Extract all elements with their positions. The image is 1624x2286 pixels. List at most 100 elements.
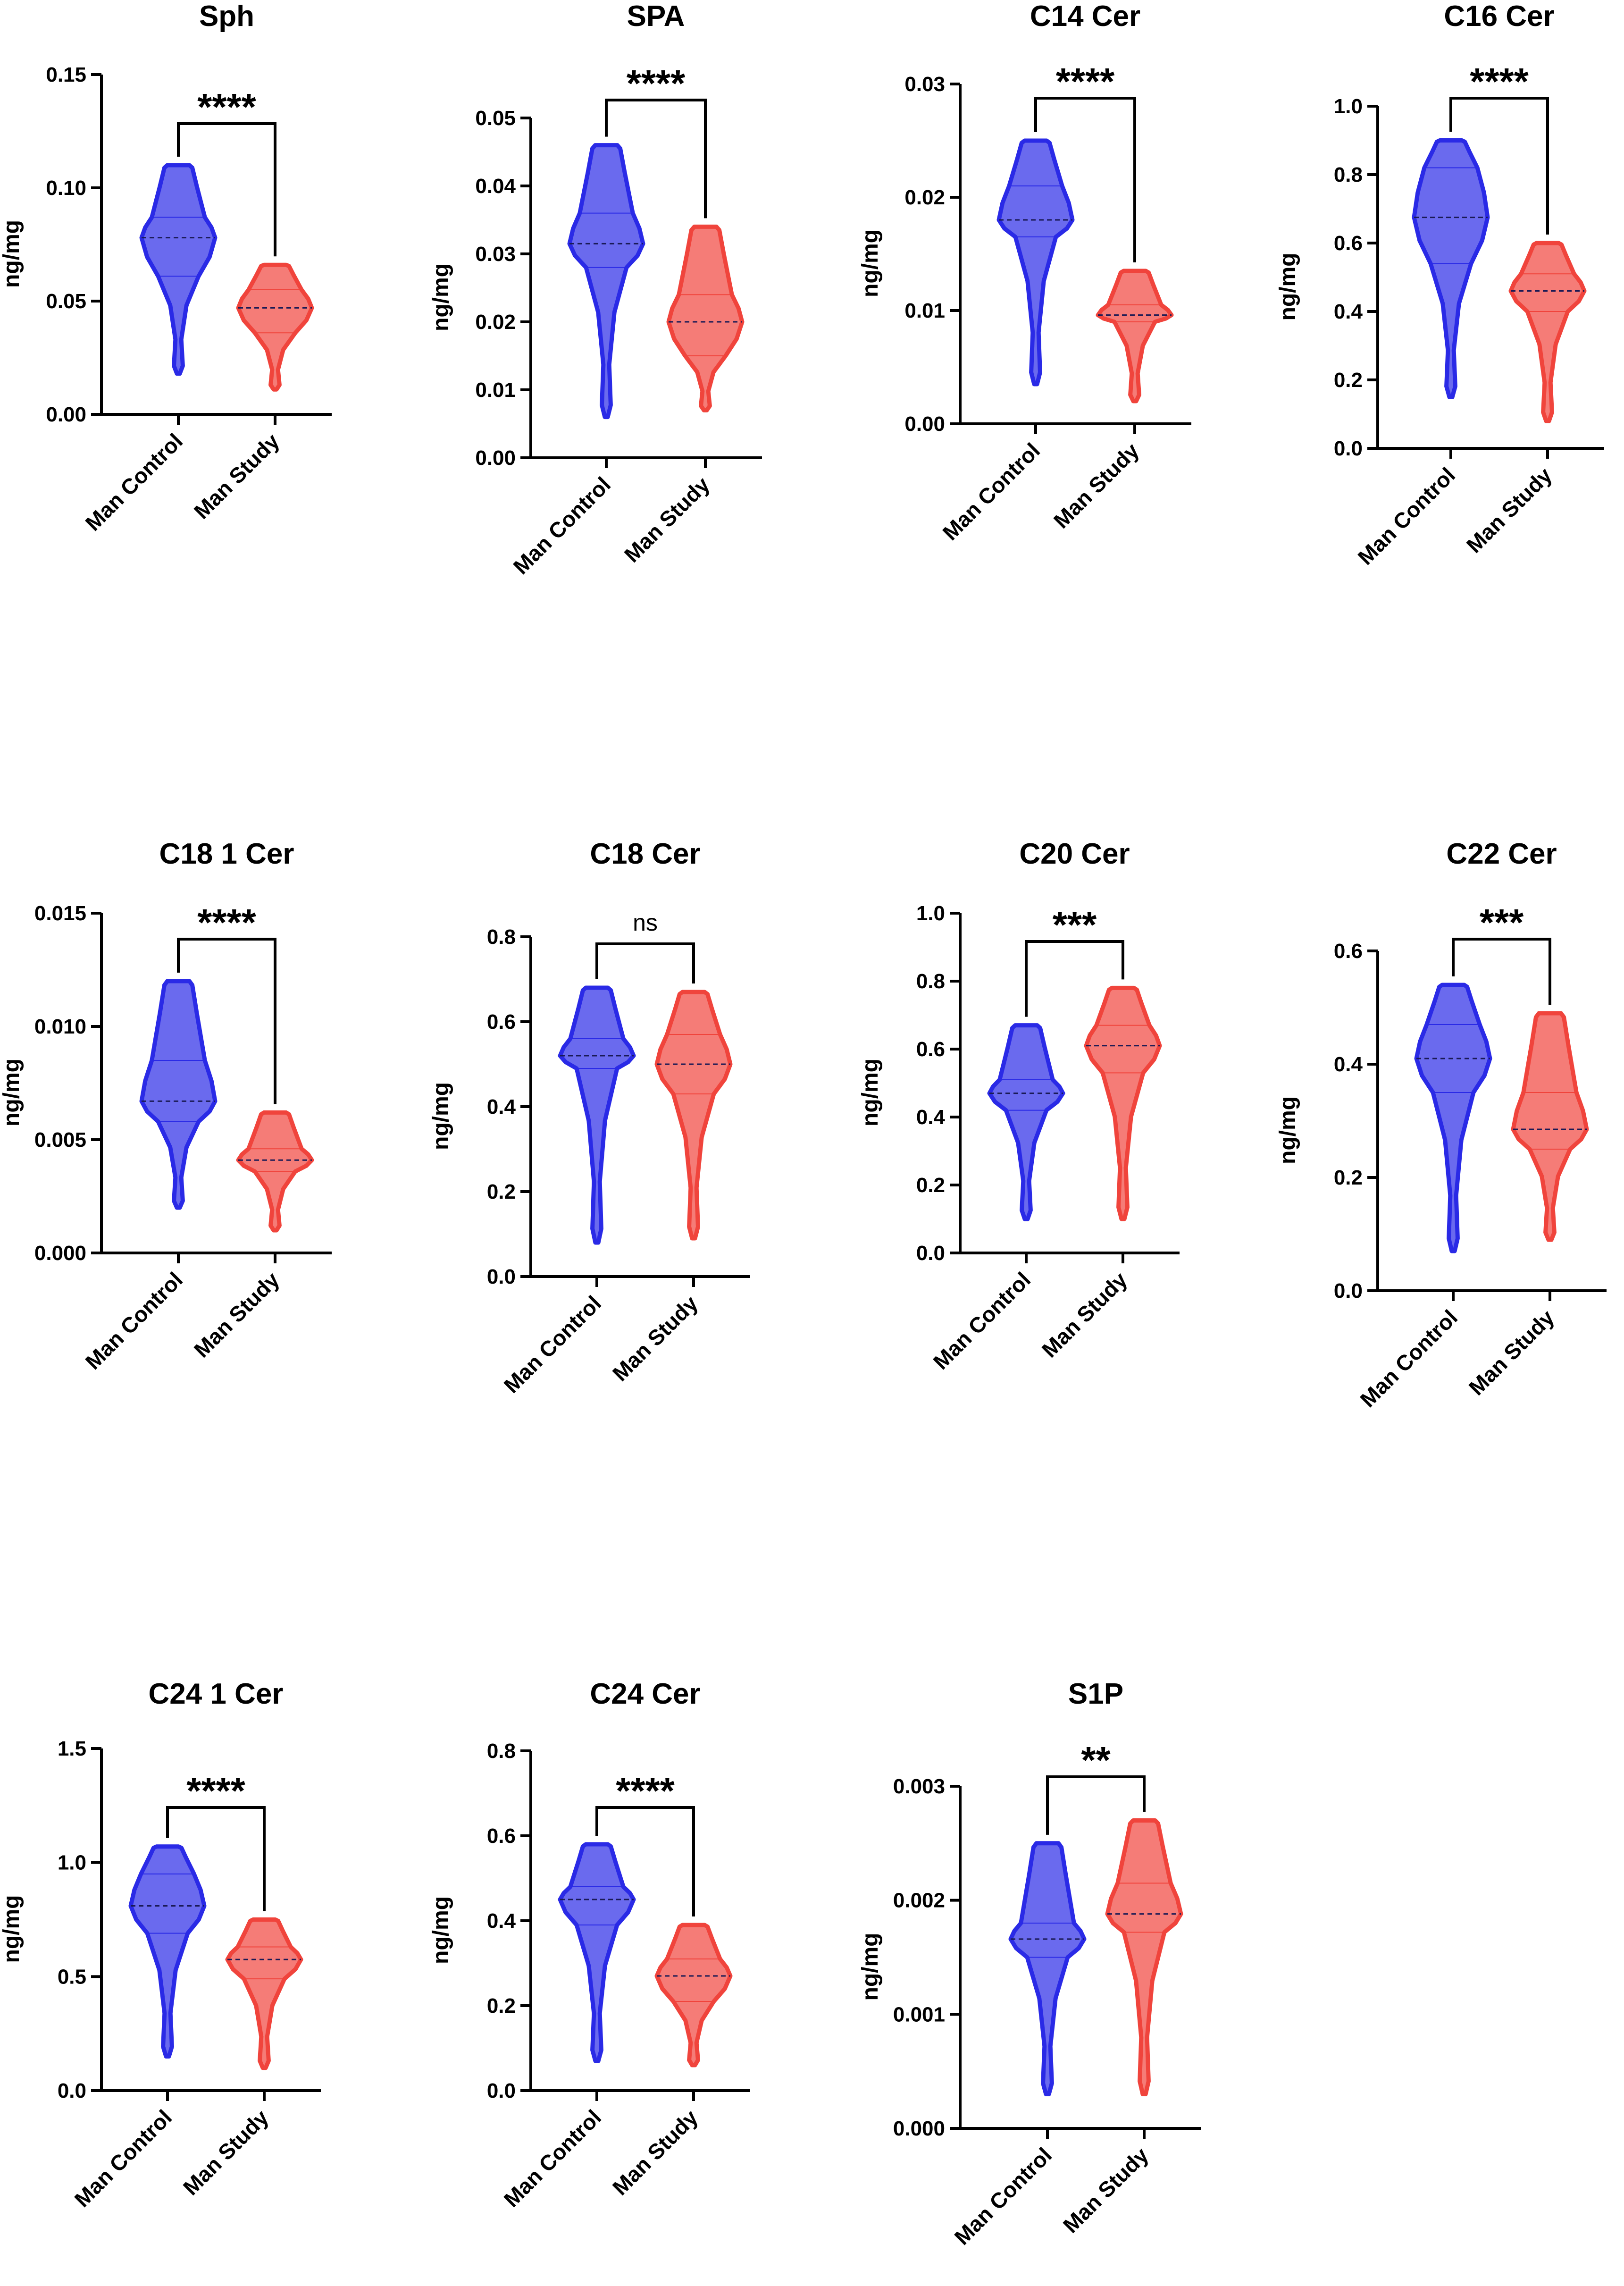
y-axis-label: ng/mg bbox=[1275, 1096, 1300, 1164]
significance-label: **** bbox=[186, 1770, 245, 1812]
y-tick-label: 0.000 bbox=[34, 1242, 86, 1265]
y-axis-label: ng/mg bbox=[428, 1896, 453, 1964]
y-tick-label: 0.4 bbox=[487, 1095, 516, 1118]
violin-control bbox=[1414, 983, 1492, 1253]
y-tick-label: 0.01 bbox=[475, 378, 516, 402]
y-tick-label: 0.2 bbox=[1334, 1166, 1363, 1189]
panel-title: SPA bbox=[627, 0, 685, 33]
violin-control bbox=[139, 163, 218, 376]
panel-title: C18 1 Cer bbox=[159, 838, 294, 870]
y-tick-label: 0.00 bbox=[904, 412, 945, 436]
significance-bracket bbox=[177, 938, 276, 1104]
y-tick-label: 0.005 bbox=[34, 1128, 86, 1151]
y-tick-label: 0.8 bbox=[1334, 163, 1363, 186]
category-label: Man Control bbox=[1353, 462, 1460, 569]
y-tick-label: 0.01 bbox=[904, 299, 945, 322]
y-tick-label: 1.0 bbox=[1334, 95, 1363, 118]
y-tick-label: 0.00 bbox=[46, 403, 86, 426]
significance-label: *** bbox=[1480, 901, 1524, 943]
y-tick-label: 0.2 bbox=[487, 1180, 516, 1203]
y-tick-label: 1.0 bbox=[58, 1851, 86, 1874]
significance-bracket bbox=[595, 1806, 695, 1916]
violin-control bbox=[996, 138, 1075, 387]
panel-title: C24 1 Cer bbox=[148, 1678, 283, 1710]
panel-title: C24 Cer bbox=[590, 1678, 700, 1710]
category-label: Man Control bbox=[509, 472, 615, 579]
category-label: Man Control bbox=[1356, 1305, 1462, 1412]
y-tick-label: 0.8 bbox=[487, 925, 516, 949]
y-tick-label: 0.002 bbox=[893, 1889, 945, 1912]
category-label: Man Study bbox=[608, 1291, 703, 1386]
category-label: Man Study bbox=[1049, 438, 1144, 533]
violin-panel: SPA 0.00 0.01 0.02 0.03 0.04 0.05 ng/mg Man Cont… bbox=[428, 0, 762, 579]
y-tick-label: 0.6 bbox=[1334, 940, 1363, 963]
y-axis-label: ng/mg bbox=[858, 229, 883, 297]
category-label: Man Control bbox=[929, 1267, 1035, 1374]
y-tick-label: 0.4 bbox=[916, 1106, 946, 1129]
category-label: Man Control bbox=[70, 2105, 176, 2211]
violin-panel: C24 Cer 0.0 0.2 0.4 0.6 0.8 ng/mg Man Control Ma… bbox=[428, 1678, 750, 2212]
y-tick-label: 0.8 bbox=[487, 1740, 516, 1763]
significance-bracket bbox=[605, 99, 707, 219]
y-axis-label: ng/mg bbox=[0, 1895, 24, 1963]
y-tick-label: 0.2 bbox=[487, 1994, 516, 2017]
y-tick-label: 0.05 bbox=[475, 107, 516, 130]
significance-bracket bbox=[1449, 97, 1549, 235]
y-tick-label: 0.0 bbox=[1334, 437, 1363, 460]
category-label: Man Control bbox=[950, 2143, 1056, 2249]
violin-control bbox=[558, 1842, 636, 2063]
y-tick-label: 0.6 bbox=[1334, 232, 1363, 255]
panel-title: Sph bbox=[199, 0, 254, 33]
violin-control bbox=[1412, 138, 1490, 399]
category-label: Man Control bbox=[499, 1291, 606, 1397]
significance-label: **** bbox=[616, 1770, 675, 1812]
category-label: Man Study bbox=[1058, 2143, 1154, 2238]
panel-title: C14 Cer bbox=[1030, 0, 1140, 33]
category-label: Man Control bbox=[81, 1267, 187, 1374]
y-tick-label: 0.0 bbox=[487, 2079, 516, 2102]
category-label: Man Study bbox=[619, 472, 715, 567]
significance-bracket bbox=[595, 942, 695, 983]
y-tick-label: 0.02 bbox=[475, 311, 516, 334]
y-tick-label: 0.4 bbox=[1334, 1053, 1363, 1076]
significance-bracket bbox=[1034, 97, 1136, 262]
y-tick-label: 0.10 bbox=[46, 176, 86, 200]
category-label: Man Study bbox=[1462, 462, 1557, 558]
y-axis-label: ng/mg bbox=[0, 220, 24, 288]
significance-label: **** bbox=[627, 62, 686, 104]
violin-study bbox=[1508, 241, 1587, 423]
significance-bracket bbox=[1046, 1775, 1146, 1835]
y-tick-label: 0.0 bbox=[58, 2079, 86, 2102]
significance-bracket bbox=[1025, 940, 1124, 1017]
y-tick-label: 0.0 bbox=[916, 1242, 945, 1265]
panel-title: S1P bbox=[1068, 1678, 1123, 1710]
significance-label: **** bbox=[1470, 60, 1529, 102]
violin-study bbox=[1105, 1818, 1183, 2096]
y-tick-label: 0.8 bbox=[916, 970, 945, 993]
category-label: Man Control bbox=[938, 438, 1045, 545]
violin-panel: C24 1 Cer 0.0 0.5 1.0 1.5 ng/mg Man Control Man… bbox=[0, 1678, 321, 2212]
y-tick-label: 0.001 bbox=[893, 2003, 945, 2026]
significance-label: ns bbox=[633, 909, 658, 936]
y-axis-label: ng/mg bbox=[1275, 253, 1300, 321]
significance-label: ** bbox=[1081, 1739, 1111, 1781]
y-tick-label: 0.015 bbox=[34, 902, 86, 925]
panel-title: C22 Cer bbox=[1446, 838, 1557, 870]
category-label: Man Study bbox=[1464, 1305, 1559, 1400]
y-tick-label: 1.0 bbox=[916, 902, 945, 925]
violin-panel: C16 Cer 0.0 0.2 0.4 0.6 0.8 1.0 ng/mg Man Contro… bbox=[1275, 0, 1604, 570]
y-tick-label: 0.5 bbox=[58, 1965, 86, 1988]
y-tick-label: 0.2 bbox=[916, 1174, 945, 1197]
significance-label: **** bbox=[1056, 60, 1115, 102]
violin-panel: C22 Cer 0.0 0.2 0.4 0.6 ng/mg Man Control Man S… bbox=[1275, 838, 1607, 1412]
significance-bracket bbox=[166, 1806, 266, 1911]
y-tick-label: 0.0 bbox=[1334, 1279, 1363, 1303]
panel-title: C18 Cer bbox=[590, 838, 700, 870]
y-tick-label: 0.4 bbox=[487, 1909, 516, 1933]
significance-label: *** bbox=[1053, 904, 1097, 946]
y-tick-label: 0.15 bbox=[46, 63, 86, 86]
y-axis-label: ng/mg bbox=[0, 1059, 24, 1126]
violin-panel: C18 1 Cer 0.000 0.005 0.010 0.015 ng/mg Man Co… bbox=[0, 838, 332, 1374]
y-tick-label: 0.00 bbox=[475, 446, 516, 470]
violin-panel: C14 Cer 0.00 0.01 0.02 0.03 ng/mg Man Control M… bbox=[858, 0, 1191, 545]
